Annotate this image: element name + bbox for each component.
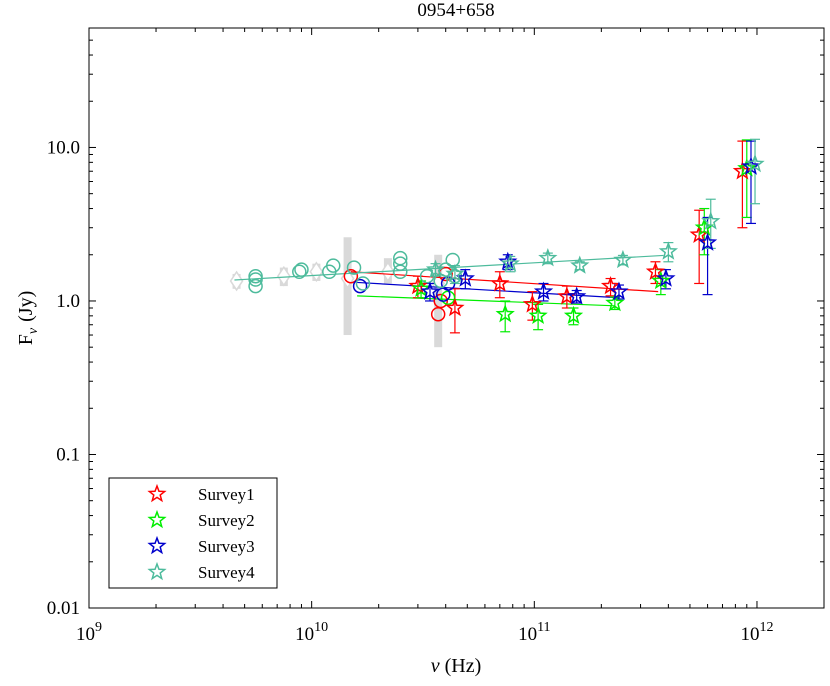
star-markers: [408, 153, 765, 325]
x-axis: 109 1010 1011 1012: [76, 28, 825, 645]
x-tick-base: 10: [740, 624, 759, 645]
x-axis-label: ν (Hz): [431, 655, 482, 677]
legend-label: Survey4: [198, 563, 255, 582]
x-tick-label: 1010: [295, 620, 328, 645]
star-marker: [656, 268, 676, 287]
circle-marker: [248, 278, 263, 294]
circle-marker: [355, 276, 371, 291]
star-marker: [500, 253, 520, 272]
y-axis-main: F: [15, 334, 37, 345]
star-marker: [613, 249, 633, 269]
star-marker: [495, 304, 515, 323]
y-tick-label: 0.1: [56, 444, 80, 465]
star-marker: [425, 259, 446, 278]
circle-marker: [346, 260, 362, 275]
circle-marker: [294, 262, 309, 277]
legend-star-icon: [147, 535, 167, 555]
circle-marker: [292, 264, 307, 280]
chart-title: 0954+658: [417, 0, 494, 21]
circle-marker: [352, 278, 368, 294]
y-axis-unit: (Jy): [15, 291, 37, 322]
circle-marker: [248, 272, 263, 287]
circle-marker: [445, 252, 460, 268]
x-tick-exp: 10: [314, 620, 328, 635]
star-marker: [609, 281, 629, 300]
star-marker: [498, 251, 518, 270]
star-marker: [645, 261, 666, 280]
fit-line: [357, 295, 615, 307]
archival-range: [434, 254, 443, 348]
star-marker: [455, 268, 475, 287]
x-tick-exp: 11: [537, 620, 550, 635]
x-tick-exp: 9: [95, 620, 102, 635]
x-tick-label: 109: [76, 620, 102, 645]
legend-label: Survey1: [198, 485, 255, 504]
star-marker: [445, 297, 465, 317]
circle-marker: [343, 268, 359, 284]
circle-marker: [433, 293, 449, 309]
y-axis-sub: ν: [26, 327, 41, 334]
x-axis-unit: (Hz): [445, 655, 482, 677]
star-marker: [658, 241, 679, 260]
y-tick-label: 1.0: [56, 291, 80, 312]
star-marker: [605, 292, 625, 312]
circle-marker: [440, 290, 456, 305]
star-marker: [701, 211, 721, 230]
legend-label: Survey2: [198, 511, 255, 530]
archival-diamond: [229, 270, 244, 292]
x-axis-symbol: ν: [431, 655, 440, 677]
x-tick-base: 10: [518, 624, 537, 645]
plot-frame: [88, 27, 825, 609]
star-marker: [563, 305, 584, 325]
x-tick-exp: 12: [759, 620, 773, 635]
legend: Survey1 Survey2 Survey3 Survey4: [108, 477, 278, 589]
y-axis-label: Fν (Jy): [15, 291, 41, 345]
star-marker: [745, 153, 765, 173]
legend-star-icon: [147, 509, 167, 529]
y-axis: 0.01 0.1 1.0 10.0: [47, 27, 824, 619]
star-marker: [528, 305, 548, 325]
star-marker: [538, 248, 558, 267]
legend-box: [108, 477, 278, 589]
x-tick-label: 1011: [518, 620, 550, 645]
star-marker: [567, 286, 587, 305]
y-tick-label: 10.0: [47, 137, 80, 158]
legend-star-icon: [147, 561, 167, 581]
legend-star-icon: [147, 483, 167, 503]
fit-line: [357, 281, 620, 299]
star-marker: [490, 273, 510, 292]
circle-markers: [248, 250, 463, 322]
archival-diamond: [276, 265, 291, 287]
circle-marker: [393, 256, 408, 271]
star-marker: [697, 232, 718, 251]
star-marker: [533, 281, 554, 300]
x-tick-label: 1012: [740, 620, 773, 645]
star-marker: [445, 263, 465, 283]
archival-points: [229, 237, 446, 348]
legend-label: Survey3: [198, 537, 255, 556]
archival-diamond: [309, 261, 324, 283]
circle-marker: [419, 268, 435, 284]
circle-marker: [393, 250, 408, 266]
star-marker: [570, 255, 590, 274]
star-marker: [411, 278, 431, 298]
circle-marker: [325, 258, 341, 273]
star-marker: [522, 294, 543, 313]
star-marker: [420, 281, 440, 300]
x-tick-base: 10: [76, 624, 95, 645]
x-tick-base: 10: [295, 624, 314, 645]
circle-marker: [248, 268, 263, 284]
y-tick-label: 0.01: [47, 598, 80, 619]
